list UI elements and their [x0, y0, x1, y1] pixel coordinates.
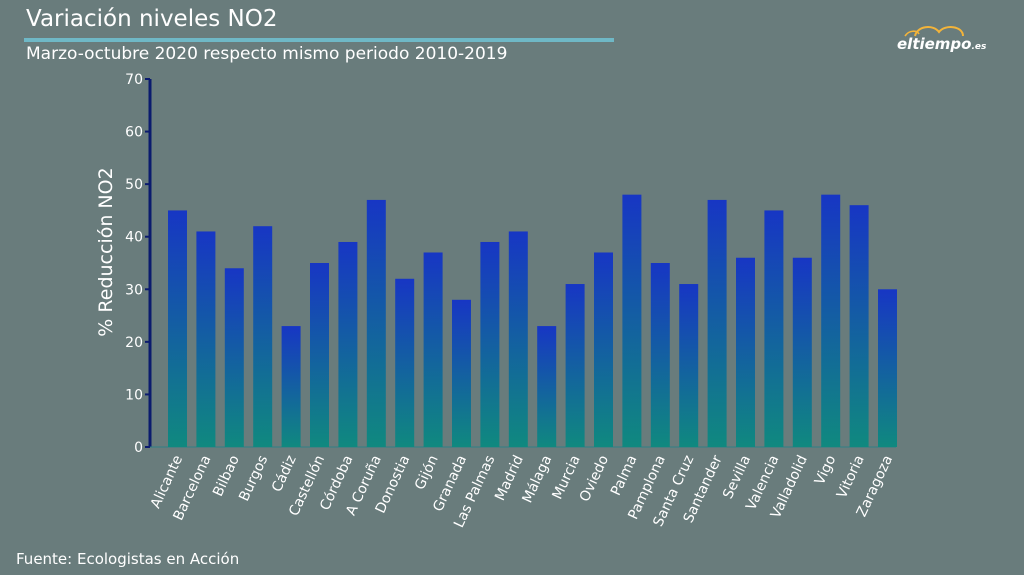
y-tick-label: 10: [125, 387, 143, 403]
bar-barcelona: [196, 231, 216, 447]
bars: [150, 194, 897, 448]
bar-palma: [622, 194, 642, 447]
y-tick-label: 50: [125, 177, 143, 193]
x-tick-label: Gijón: [412, 453, 442, 492]
x-tick-label: Cádiz: [269, 453, 300, 495]
y-tick-label: 20: [125, 335, 143, 351]
bar-vigo: [821, 194, 841, 447]
bar-zaragoza: [878, 289, 897, 447]
bar-murcia: [565, 284, 585, 447]
bar-donostia: [395, 278, 415, 447]
bar-valencia: [764, 210, 784, 447]
bar-madrid: [508, 231, 528, 447]
source-note: Fuente: Ecologistas en Acción: [16, 550, 240, 568]
bar-valladolid: [792, 257, 812, 447]
bar-santander: [707, 199, 727, 447]
bar-bilbao: [224, 268, 244, 447]
bar-santa-cruz: [679, 284, 699, 447]
bar-gijón: [423, 252, 443, 447]
bar-sevilla: [736, 257, 755, 447]
bar-vitoria: [849, 205, 869, 447]
bar-las-palmas: [480, 241, 500, 447]
y-tick-label: 60: [125, 125, 143, 141]
y-tick-label: 0: [134, 440, 143, 456]
logo-text: eltiempo.es: [897, 35, 986, 53]
x-tick-label: Vigo: [812, 453, 839, 488]
bar-málaga: [537, 326, 557, 447]
bar-cádiz: [281, 326, 301, 447]
logo-domain: .es: [971, 42, 987, 52]
cloud-icon: [904, 26, 964, 37]
bar-castellón: [310, 263, 329, 447]
logo-brand: eltiempo: [897, 35, 972, 53]
y-axis: 0 10 20 30 40 50 60 70: [125, 72, 152, 456]
y-axis-label: % Reducción NO2: [95, 167, 117, 336]
x-axis-labels: AlicanteBarcelonaBilbaoBurgosCádizCastel…: [148, 453, 896, 531]
y-tick-label: 70: [125, 72, 143, 88]
bar-alicante: [168, 210, 187, 447]
bar-granada: [452, 299, 471, 447]
bar-oviedo: [594, 252, 613, 447]
chart-subtitle: Marzo-octubre 2020 respecto mismo period…: [26, 44, 508, 64]
bar-a-coruña: [366, 199, 386, 447]
title-underline: [24, 38, 614, 42]
bar-pamplona: [650, 263, 670, 447]
y-tick-label: 30: [125, 282, 143, 298]
chart-title: Variación niveles NO2: [26, 6, 278, 32]
bar-córdoba: [338, 241, 358, 447]
bar-burgos: [253, 226, 273, 447]
y-tick-label: 40: [125, 230, 143, 246]
brand-logo: eltiempo.es: [893, 22, 1005, 62]
